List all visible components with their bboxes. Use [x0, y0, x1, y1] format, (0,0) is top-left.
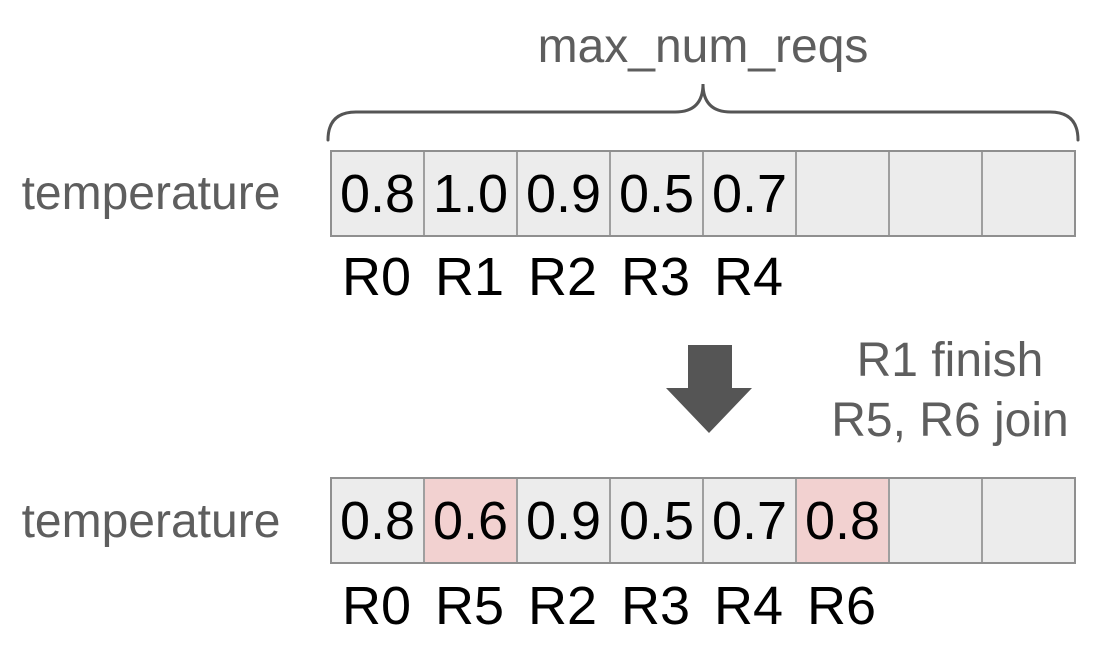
request-id-label: R2 — [527, 576, 598, 636]
temperature-cell: 0.9 — [518, 152, 611, 235]
temperature-cell: 1.0 — [425, 152, 518, 235]
temperature-cell: 0.8 — [332, 152, 425, 235]
request-id-label: R4 — [713, 576, 784, 636]
down-arrow-icon — [666, 345, 752, 433]
request-id-label: R4 — [713, 247, 784, 307]
temperature-cell: 0.8 — [332, 479, 425, 562]
event-line-1: R1 finish — [856, 334, 1044, 387]
request-id-label — [795, 249, 888, 305]
temperature-label-before: temperature — [21, 167, 281, 220]
temperature-array-before: 0.8 1.0 0.9 0.5 0.7 — [330, 150, 1076, 237]
temperature-label-after: temperature — [21, 495, 281, 548]
max-num-reqs-label: max_num_reqs — [537, 20, 869, 73]
temperature-cell — [797, 152, 890, 235]
request-id-row-after: R0 R5 R2 R3 R4 R6 — [330, 578, 1074, 634]
temperature-cell: 0.5 — [611, 479, 704, 562]
curly-brace-up-icon — [326, 83, 1080, 142]
request-id-label: R3 — [620, 247, 691, 307]
temperature-cell: 0.7 — [704, 152, 797, 235]
temperature-cell — [983, 479, 1074, 562]
temperature-cell: 0.8 — [797, 479, 890, 562]
request-id-label: R5 — [434, 576, 505, 636]
temperature-cell: 0.6 — [425, 479, 518, 562]
request-id-label: R2 — [527, 247, 598, 307]
transition-event-text: R1 finish R5, R6 join — [818, 331, 1082, 451]
request-id-label: R3 — [620, 576, 691, 636]
request-id-label — [888, 249, 981, 305]
temperature-cell — [890, 152, 983, 235]
temperature-cell: 0.9 — [518, 479, 611, 562]
temperature-cell — [983, 152, 1074, 235]
request-id-label: R1 — [434, 247, 505, 307]
event-line-2: R5, R6 join — [831, 394, 1069, 447]
request-id-label — [981, 249, 1074, 305]
temperature-array-after: 0.8 0.6 0.9 0.5 0.7 0.8 — [330, 477, 1076, 564]
temperature-cell: 0.7 — [704, 479, 797, 562]
request-id-label: R0 — [341, 576, 412, 636]
request-id-row-before: R0 R1 R2 R3 R4 — [330, 249, 1074, 305]
request-id-label: R0 — [341, 247, 412, 307]
temperature-cell: 0.5 — [611, 152, 704, 235]
request-id-label: R6 — [806, 576, 877, 636]
request-id-label — [981, 578, 1074, 634]
request-id-label — [888, 578, 981, 634]
temperature-cell — [890, 479, 983, 562]
